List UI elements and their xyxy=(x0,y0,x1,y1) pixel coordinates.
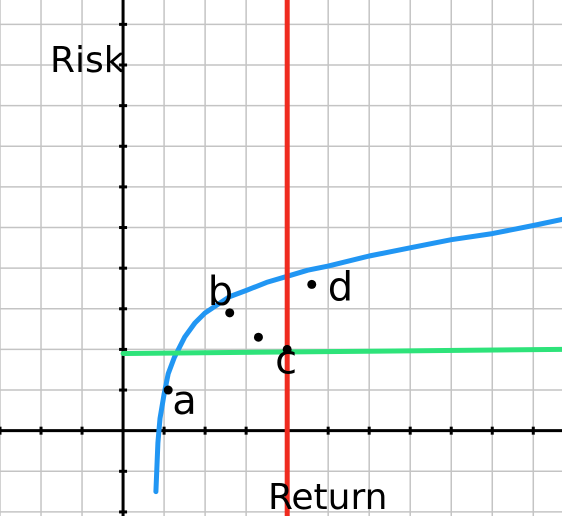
points-group: a bcd xyxy=(163,264,353,424)
point-label-a: a xyxy=(172,378,197,424)
point-b xyxy=(225,308,235,318)
y-axis-title: Risk xyxy=(50,40,125,81)
point-d xyxy=(307,279,317,289)
point-c xyxy=(282,344,292,354)
horizontal-line-1 xyxy=(120,346,562,356)
point-unlabeled-2 xyxy=(253,332,263,342)
point-label-b: b xyxy=(208,269,233,315)
series-group xyxy=(120,0,562,516)
point-label-d: d xyxy=(328,264,353,310)
x-axis-title: Return xyxy=(268,477,387,516)
efficient-frontier-curve xyxy=(153,216,562,495)
point-a xyxy=(163,385,173,395)
point-label-c: c xyxy=(275,337,297,383)
